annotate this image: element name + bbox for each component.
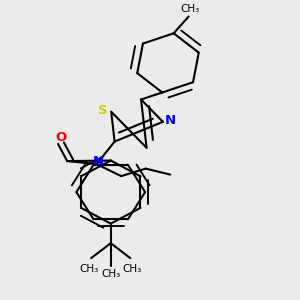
Text: S: S bbox=[98, 104, 108, 117]
Text: CH₃: CH₃ bbox=[101, 269, 120, 279]
Text: N: N bbox=[165, 114, 176, 127]
Text: CH₃: CH₃ bbox=[122, 264, 142, 274]
Text: O: O bbox=[55, 131, 66, 145]
Text: N: N bbox=[93, 155, 104, 168]
Text: CH₃: CH₃ bbox=[180, 4, 200, 14]
Text: CH₃: CH₃ bbox=[80, 264, 99, 274]
